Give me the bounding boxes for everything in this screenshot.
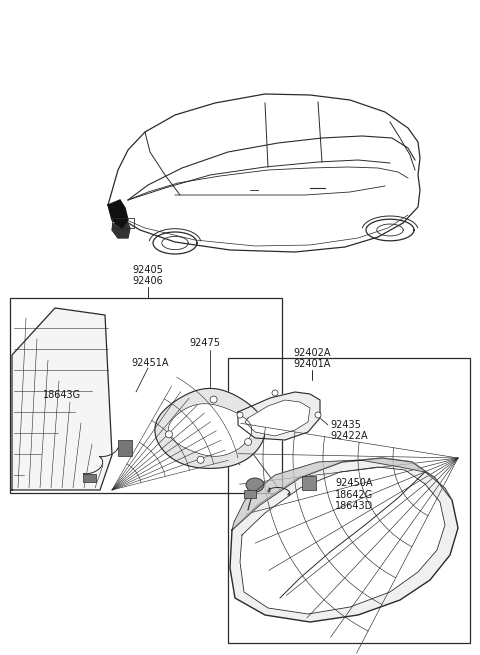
Polygon shape	[238, 392, 320, 440]
Text: 92450A: 92450A	[335, 478, 372, 488]
Text: 92406: 92406	[132, 276, 163, 286]
Polygon shape	[168, 403, 252, 457]
Polygon shape	[240, 467, 445, 614]
Polygon shape	[245, 400, 310, 436]
Polygon shape	[230, 458, 458, 622]
Text: 18643D: 18643D	[335, 501, 373, 511]
Polygon shape	[118, 440, 132, 456]
Text: 18642G: 18642G	[335, 490, 373, 500]
Bar	[112, 218, 134, 228]
Bar	[228, 358, 470, 643]
Circle shape	[237, 412, 243, 418]
Text: 92405: 92405	[132, 265, 163, 275]
Ellipse shape	[246, 478, 264, 492]
Circle shape	[245, 438, 252, 445]
Polygon shape	[155, 388, 265, 468]
Text: 92435: 92435	[330, 420, 361, 430]
Text: 92401A: 92401A	[293, 359, 331, 369]
Polygon shape	[108, 200, 128, 228]
Circle shape	[272, 390, 278, 396]
Circle shape	[210, 396, 217, 403]
Circle shape	[197, 457, 204, 463]
Text: 92475: 92475	[190, 338, 220, 348]
Circle shape	[166, 431, 172, 438]
Polygon shape	[302, 476, 316, 490]
Polygon shape	[83, 474, 96, 482]
Text: 92451A: 92451A	[131, 358, 169, 368]
Text: 92422A: 92422A	[330, 431, 368, 441]
Polygon shape	[12, 308, 112, 490]
Bar	[10, 298, 282, 493]
Polygon shape	[112, 218, 130, 238]
Text: 92402A: 92402A	[293, 348, 331, 358]
Polygon shape	[232, 458, 452, 530]
Polygon shape	[244, 490, 256, 498]
Text: 18643G: 18643G	[43, 390, 81, 400]
Circle shape	[315, 412, 321, 418]
